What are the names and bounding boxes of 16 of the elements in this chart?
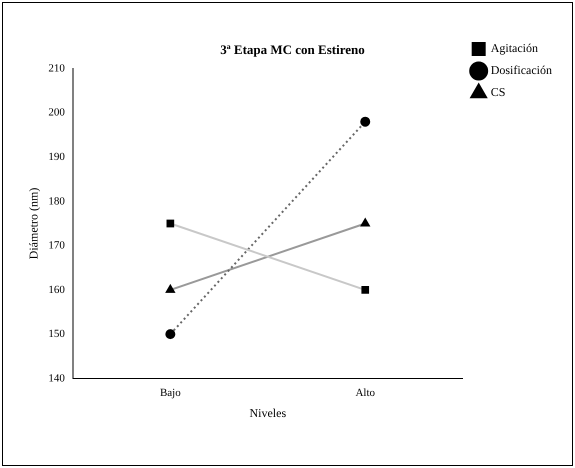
x-axis-title: Niveles [249, 406, 286, 420]
legend-label: Dosificación [490, 63, 552, 78]
legend-label: Agitación [490, 41, 538, 56]
y-tick-label: 210 [48, 62, 66, 74]
y-tick-label: 140 [48, 372, 66, 384]
x-tick-label: Bajo [160, 386, 182, 399]
y-tick-label: 160 [48, 284, 66, 296]
y-tick-label: 190 [48, 151, 66, 164]
y-tick-label: 180 [48, 195, 66, 208]
y-tick-label: 170 [48, 240, 66, 252]
x-tick-label: Alto [355, 386, 376, 399]
y-axis-title: Diámetro (nm) [26, 188, 40, 260]
legend-label: CS [490, 85, 506, 100]
y-tick-label: 150 [48, 328, 66, 340]
y-tick-label: 200 [48, 106, 66, 119]
chart-title: 3ª Etapa MC con Estireno [220, 42, 365, 58]
